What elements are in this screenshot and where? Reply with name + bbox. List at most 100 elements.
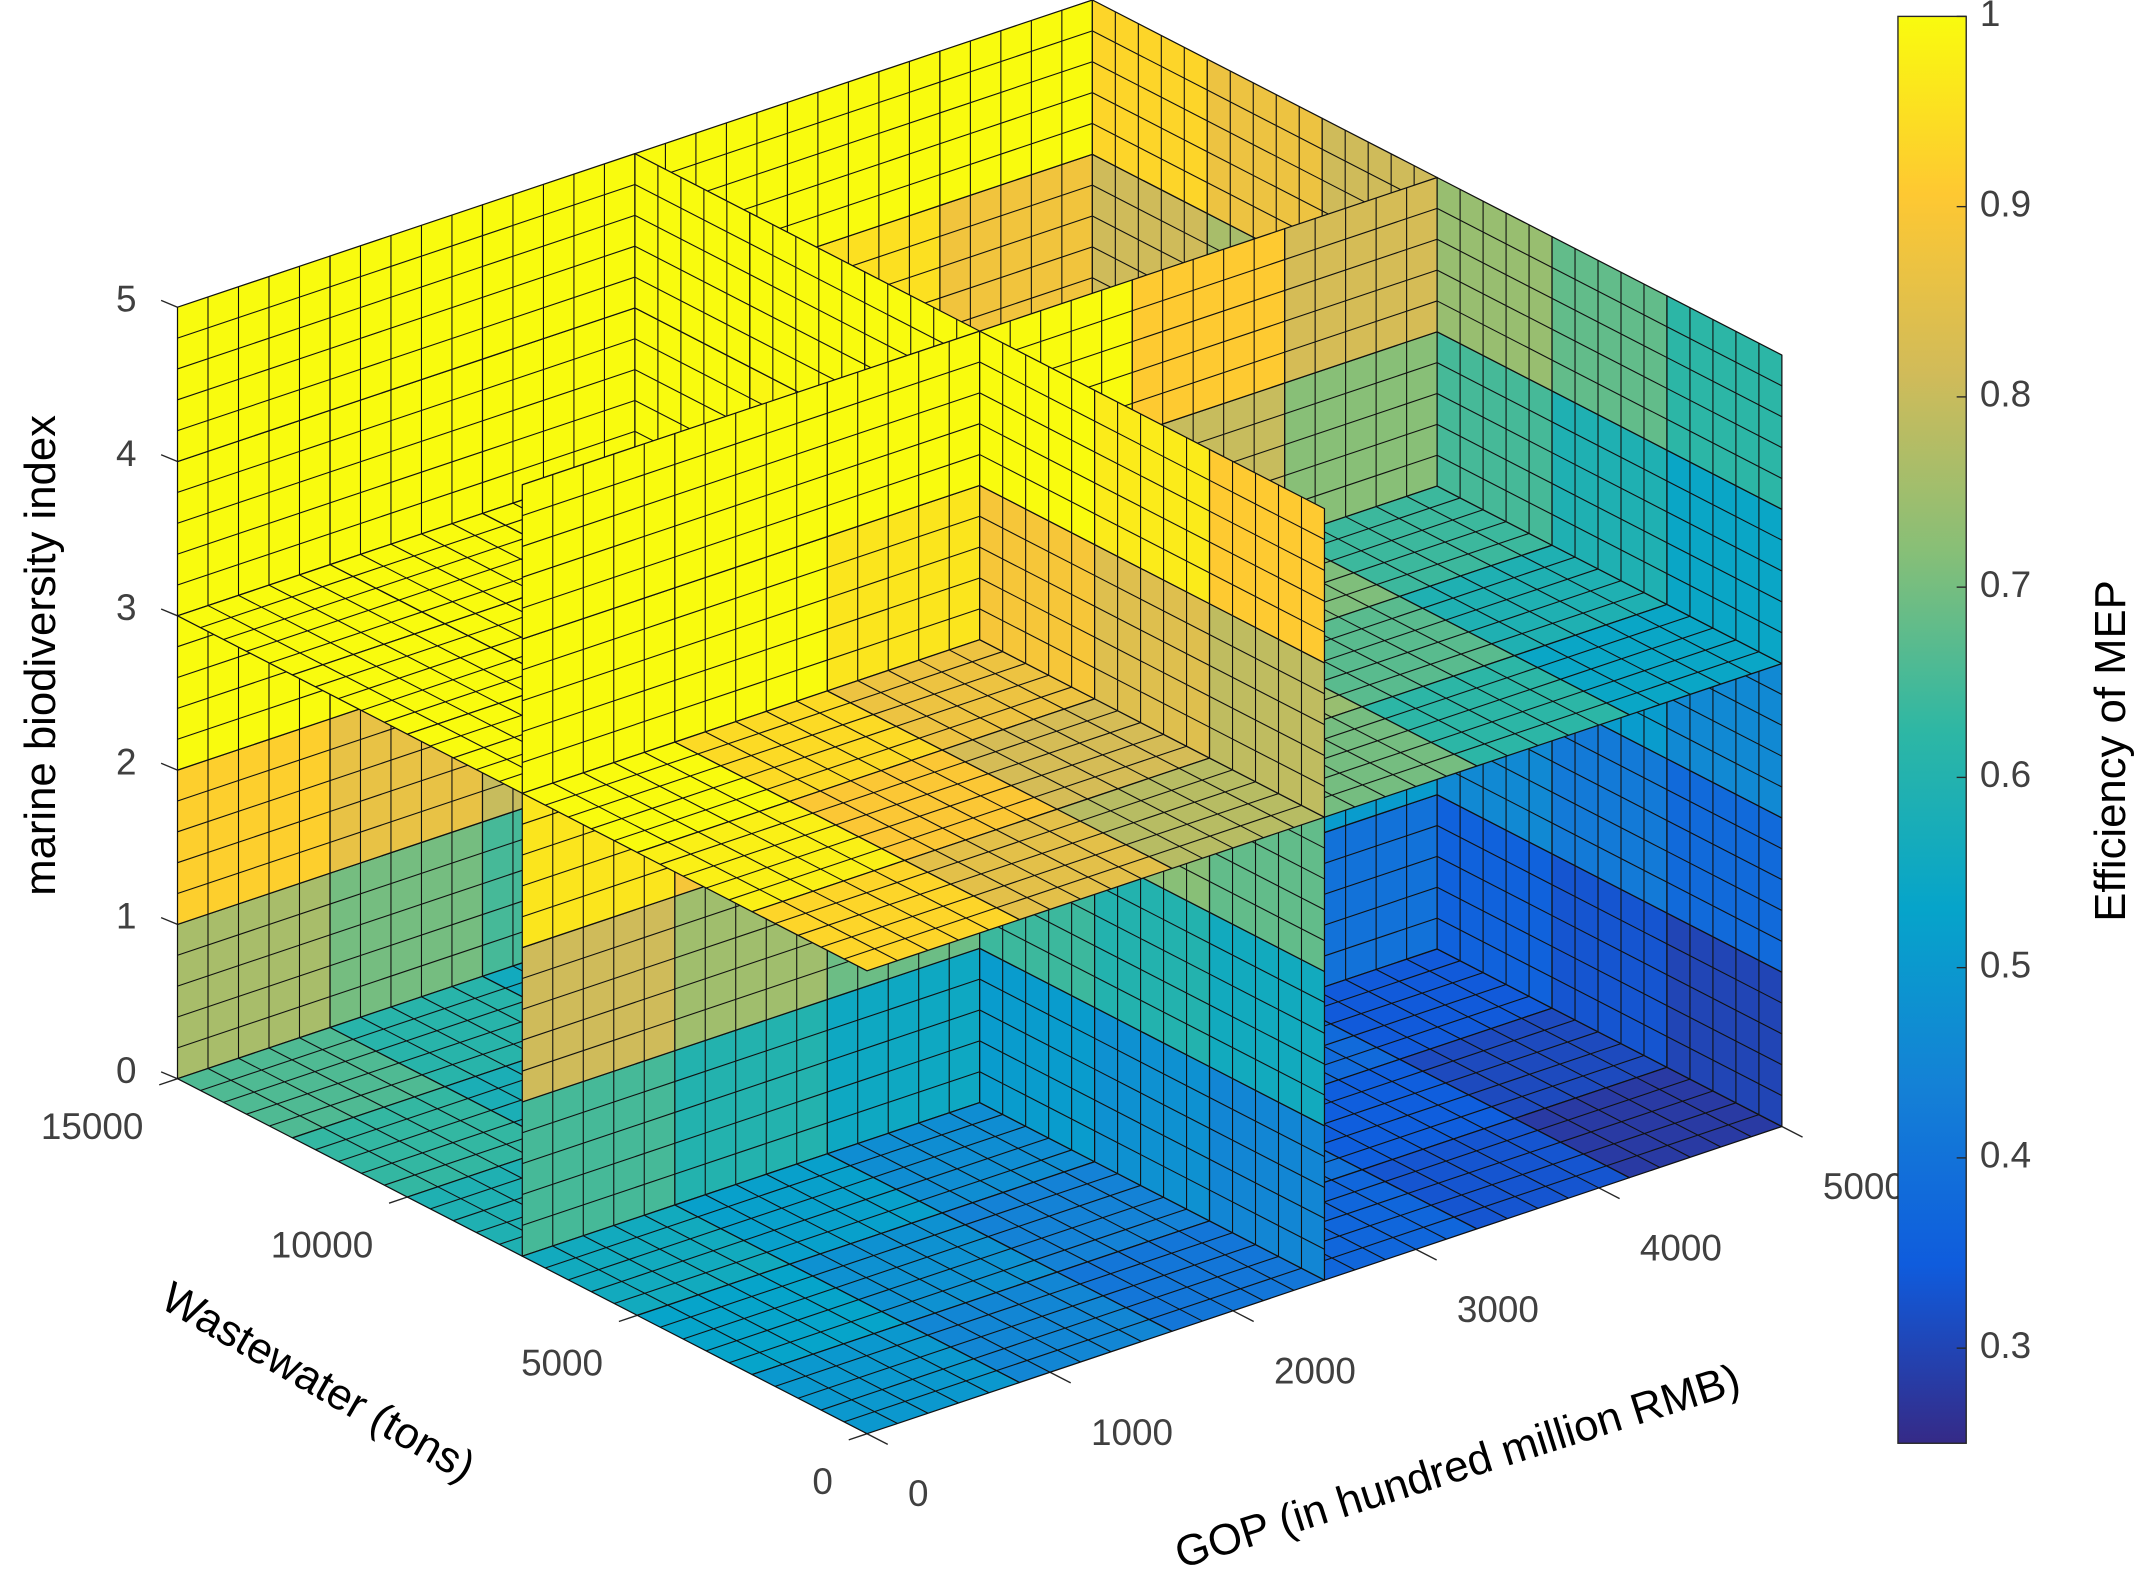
mesh-line bbox=[177, 883, 331, 1069]
mesh-line bbox=[315, 1096, 538, 1188]
x-tick-label: 1000 bbox=[1091, 1412, 1173, 1453]
mesh-line bbox=[774, 870, 997, 962]
mesh-line bbox=[634, 165, 751, 356]
mesh-line bbox=[545, 751, 767, 843]
z-tick bbox=[160, 299, 178, 308]
y-tick bbox=[388, 1196, 408, 1204]
mesh-line bbox=[522, 1060, 675, 1246]
y-tick bbox=[618, 1314, 638, 1323]
mesh-line bbox=[774, 1333, 997, 1424]
mesh-line bbox=[1079, 767, 1302, 859]
mesh-line bbox=[1094, 402, 1210, 592]
mesh-line bbox=[1666, 770, 1783, 961]
mesh-line bbox=[1307, 495, 1530, 587]
mesh-line bbox=[1284, 187, 1438, 373]
mesh-line bbox=[1207, 71, 1323, 261]
mesh-line bbox=[1537, 614, 1760, 706]
mesh-line bbox=[522, 443, 675, 629]
z-tick-label: 1 bbox=[116, 896, 136, 937]
mesh-line bbox=[1269, 606, 1492, 698]
mesh-line bbox=[1132, 238, 1285, 424]
x-tick bbox=[1598, 1187, 1620, 1200]
z-tick bbox=[160, 608, 178, 617]
colorbar-label: Efficiency of MEP bbox=[2086, 580, 2135, 922]
mesh-line bbox=[1269, 1069, 1492, 1160]
z-tick bbox=[160, 916, 178, 926]
mesh-line bbox=[1209, 1078, 1325, 1269]
mesh-line bbox=[177, 729, 331, 915]
mesh-line bbox=[697, 700, 920, 792]
slice-cell bbox=[521, 432, 676, 640]
slice-cell bbox=[176, 255, 331, 463]
z-tick-label: 3 bbox=[116, 587, 136, 628]
colorbar-tick-label: 0.7 bbox=[1980, 564, 2031, 605]
mesh-line bbox=[1384, 1128, 1607, 1220]
mesh-line bbox=[352, 986, 575, 1077]
mesh-line bbox=[1551, 248, 1668, 439]
mesh-line bbox=[964, 1171, 1187, 1263]
mesh-line bbox=[545, 1214, 767, 1306]
mesh-line bbox=[927, 1281, 1150, 1373]
x-tick bbox=[1232, 1310, 1254, 1323]
y-tick bbox=[158, 1078, 178, 1086]
y-axis-label: Wastewater (tons) bbox=[153, 1273, 483, 1492]
mesh-line bbox=[660, 1273, 882, 1365]
colorbar-tick-label: 0.4 bbox=[1980, 1135, 2031, 1176]
mesh-line bbox=[177, 420, 331, 606]
mesh-line bbox=[200, 1037, 423, 1129]
mesh-line bbox=[1094, 556, 1210, 747]
z-tick bbox=[160, 454, 178, 463]
x-tick-label: 2000 bbox=[1274, 1350, 1356, 1391]
mesh-line bbox=[329, 215, 483, 401]
slice-cell bbox=[1208, 448, 1326, 664]
mesh-line bbox=[827, 958, 980, 1144]
colorbar-tick-label: 0.8 bbox=[1980, 374, 2031, 415]
x-tick bbox=[866, 1433, 889, 1445]
mesh-line bbox=[927, 819, 1150, 910]
z-tick-label: 5 bbox=[116, 278, 136, 319]
axes: 0 1000 2000 3000 4000 5000 0 5000 10000 15000 0 1 2 3… bbox=[41, 278, 1905, 1514]
mesh-line bbox=[827, 341, 980, 527]
mesh-line bbox=[1537, 1077, 1760, 1168]
mesh-line bbox=[1666, 307, 1783, 498]
z-tick-label: 4 bbox=[116, 433, 136, 474]
z-tick-label: 0 bbox=[116, 1050, 136, 1091]
mesh-line bbox=[749, 224, 866, 415]
mesh-line bbox=[697, 1163, 920, 1255]
mesh-line bbox=[1666, 924, 1783, 1115]
mesh-line bbox=[522, 906, 675, 1092]
mesh-line bbox=[674, 392, 828, 578]
x-tick-label: 5000 bbox=[1823, 1166, 1905, 1207]
colorbar-tick-label: 1 bbox=[1980, 0, 2001, 34]
mesh-line bbox=[1094, 865, 1210, 1055]
mesh-line bbox=[812, 1222, 1035, 1314]
x-tick bbox=[1415, 1248, 1437, 1261]
x-tick bbox=[1781, 1125, 1803, 1138]
mesh-line bbox=[939, 164, 1093, 350]
z-tick bbox=[160, 762, 178, 771]
y-tick-label: 0 bbox=[812, 1461, 833, 1502]
slice-cell bbox=[751, 1322, 1021, 1435]
mesh-line bbox=[329, 369, 483, 555]
mesh-line bbox=[674, 1009, 828, 1195]
mesh-line bbox=[1436, 343, 1553, 534]
mesh-line bbox=[1094, 1019, 1210, 1210]
x-axis-label: GOP (in hundred million RMB) bbox=[1169, 1354, 1746, 1578]
colorbar-tick-label: 0.3 bbox=[1980, 1325, 2031, 1366]
y-tick-label: 5000 bbox=[521, 1343, 603, 1384]
mesh-line bbox=[674, 546, 828, 732]
mesh-line bbox=[1666, 461, 1783, 652]
colorbar-tick-label: 0.6 bbox=[1980, 754, 2031, 795]
slices bbox=[176, 0, 1783, 1435]
z-tick-label: 2 bbox=[116, 741, 136, 782]
mesh-line bbox=[1551, 402, 1668, 593]
mesh-line bbox=[1284, 342, 1438, 528]
mesh-line bbox=[1092, 11, 1208, 202]
x-tick-label: 0 bbox=[908, 1473, 929, 1514]
colorbar bbox=[1897, 15, 1967, 1444]
colorbar-tick-label: 0.5 bbox=[1980, 944, 2031, 985]
mesh-line bbox=[1436, 806, 1553, 997]
mesh-line bbox=[939, 10, 1093, 196]
mesh-line bbox=[660, 811, 882, 902]
